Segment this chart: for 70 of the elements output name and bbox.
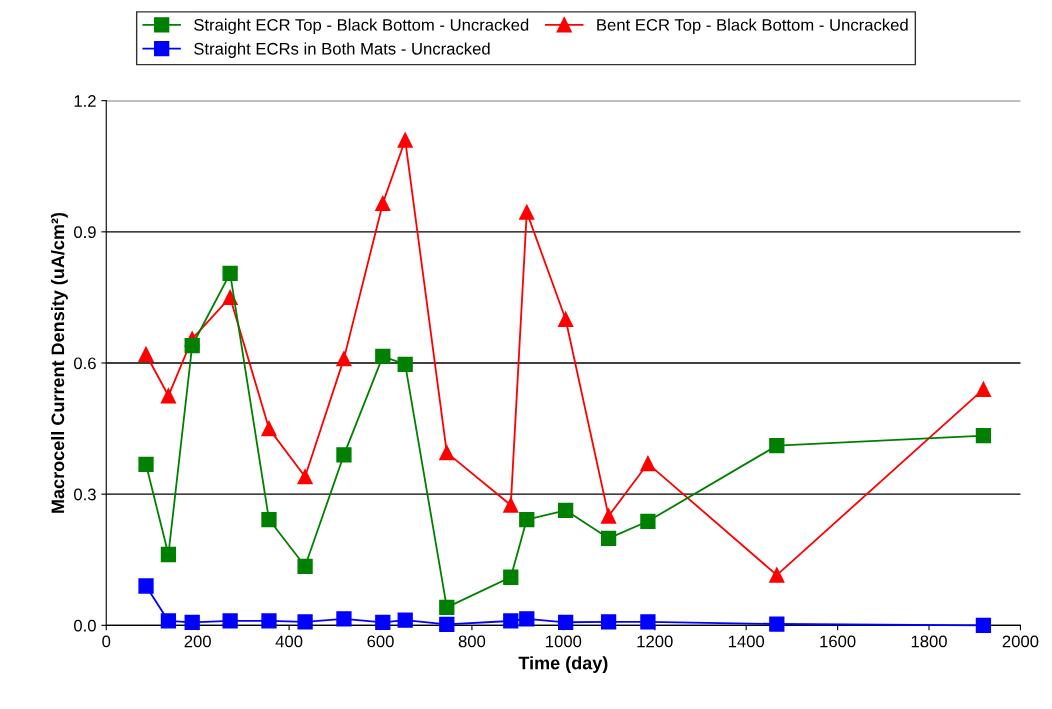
point — [160, 613, 177, 629]
x-axis-title: Time (day) — [518, 656, 608, 673]
point — [138, 456, 154, 473]
point — [336, 350, 352, 367]
point — [261, 420, 277, 437]
point — [975, 381, 992, 397]
legend-label: Bent ECR Top - Black Bottom - Uncracked — [597, 18, 908, 35]
point — [138, 346, 154, 362]
x-tick-label: 800 — [458, 635, 486, 648]
point — [138, 578, 154, 594]
point — [975, 617, 992, 633]
point — [439, 616, 455, 633]
point — [557, 614, 574, 630]
point — [336, 611, 352, 627]
point — [297, 558, 313, 574]
point — [600, 530, 617, 546]
y-tick-label: 0.6 — [74, 357, 96, 370]
point — [769, 616, 785, 632]
x-tick-label: 200 — [184, 635, 211, 648]
x-tick-label: 400 — [275, 635, 303, 648]
point — [184, 614, 200, 630]
x-tick-label: 1400 — [728, 635, 765, 648]
point — [640, 513, 656, 529]
point — [439, 444, 455, 461]
point — [600, 508, 617, 524]
point — [375, 348, 391, 365]
point — [769, 567, 785, 583]
point — [503, 613, 519, 629]
point — [397, 612, 413, 628]
point — [503, 497, 519, 513]
point — [519, 511, 535, 528]
y-tick-label: 0.0 — [74, 619, 96, 632]
point — [297, 469, 313, 485]
legend-label: Straight ECRs in Both Mats - Uncracked — [194, 42, 490, 58]
point — [640, 455, 656, 472]
y-tick-label: 0.9 — [74, 226, 96, 239]
point — [640, 614, 656, 630]
point — [503, 569, 519, 585]
point — [375, 195, 391, 212]
point — [160, 546, 177, 563]
point — [375, 614, 391, 630]
point — [439, 599, 455, 616]
point — [975, 427, 992, 444]
y-tick-label: 0.3 — [74, 488, 96, 501]
point — [397, 356, 413, 372]
x-tick-label: 1600 — [820, 635, 856, 648]
x-tick-label: 600 — [367, 635, 394, 648]
x-tick-label: 0 — [102, 635, 111, 648]
point — [222, 265, 238, 282]
point — [557, 311, 574, 327]
y-axis-title: Macrocell Current Density (uA/cm²) — [50, 212, 68, 513]
x-tick-label: 1200 — [637, 635, 673, 648]
x-tick-label: 2000 — [1002, 635, 1039, 648]
legend-label: Straight ECR Top - Black Bottom - Uncracked — [194, 18, 529, 35]
point — [261, 613, 277, 629]
point — [519, 204, 535, 220]
x-tick-label: 1800 — [911, 635, 947, 648]
point — [557, 502, 574, 518]
y-tick-label: 1.2 — [74, 95, 96, 107]
point — [222, 613, 238, 629]
x-tick-label: 1000 — [546, 635, 582, 648]
point — [297, 614, 313, 630]
point — [184, 337, 200, 354]
point — [261, 511, 277, 528]
point — [600, 614, 617, 630]
point — [336, 447, 352, 463]
point — [397, 132, 413, 148]
point — [519, 611, 535, 627]
point — [769, 438, 785, 454]
point — [160, 388, 177, 404]
